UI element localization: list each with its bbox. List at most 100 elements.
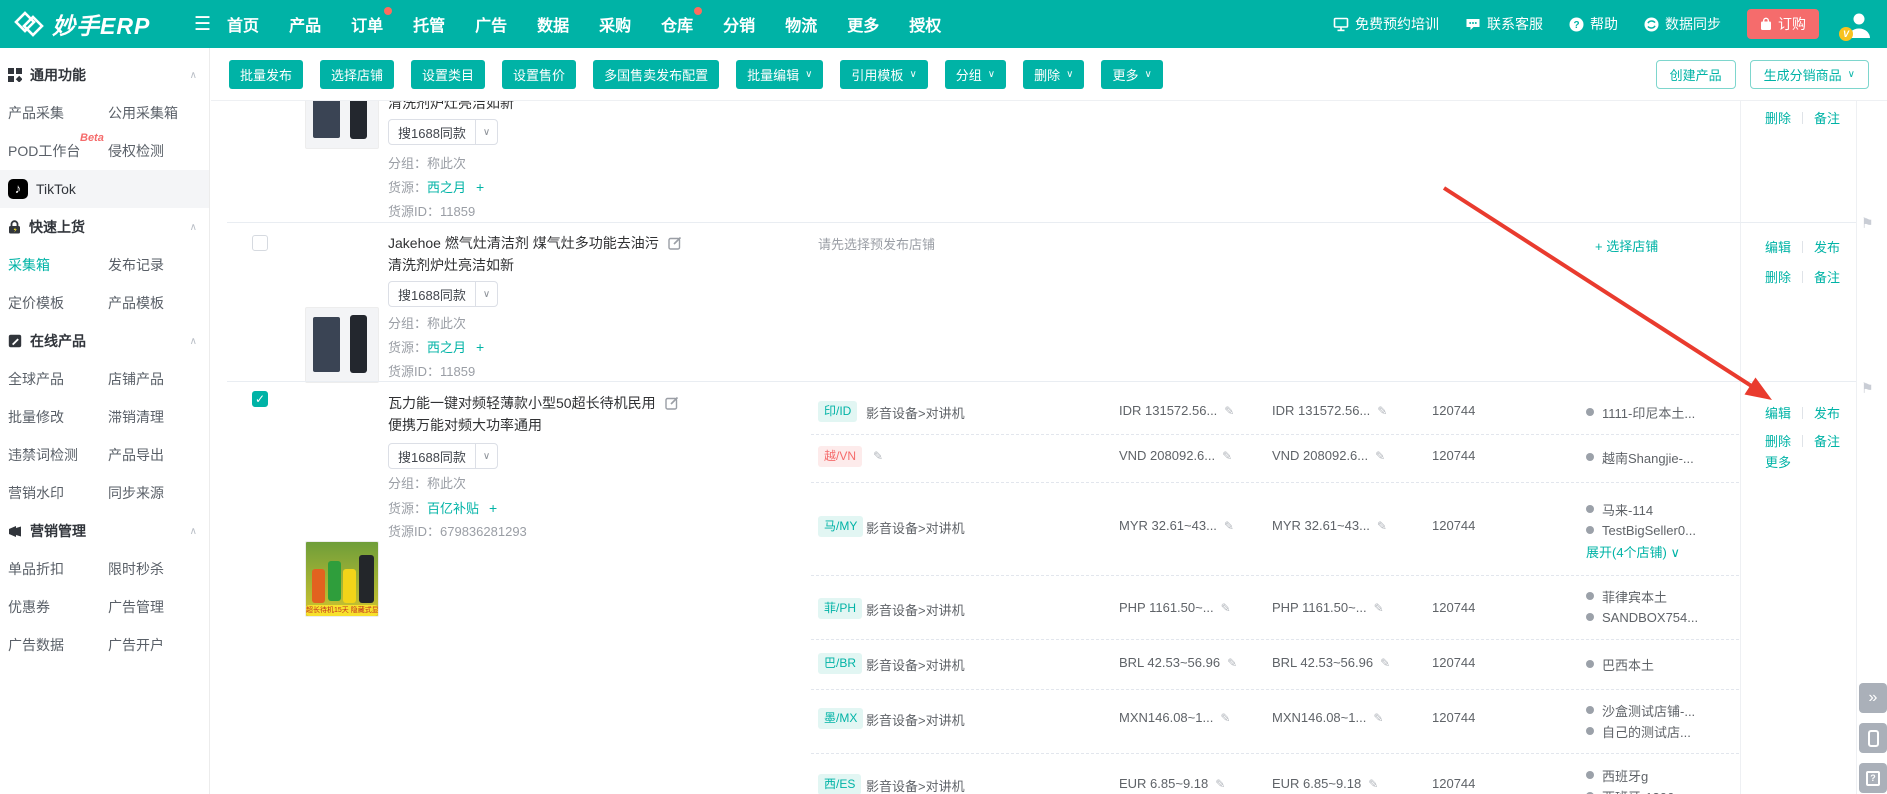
product-image[interactable]	[305, 307, 379, 383]
add-source-icon[interactable]: +	[476, 179, 485, 195]
nav-purchase[interactable]: 采购	[599, 18, 632, 35]
sidebar-item-ad-account[interactable]: 广告开户	[108, 637, 164, 653]
flag-icon[interactable]: ⚑	[1861, 380, 1874, 396]
chevron-up-icon[interactable]: ∧	[189, 221, 197, 233]
nav-hosting[interactable]: 托管	[413, 18, 446, 35]
expand-stores-link[interactable]: 展开(4个店铺) ∨	[1586, 544, 1681, 560]
help-link[interactable]: ? 帮助	[1569, 14, 1618, 34]
delete-dropdown[interactable]: 删除 ∨	[1023, 59, 1085, 89]
select-shop-button[interactable]: 选择店铺	[320, 59, 395, 89]
menu-toggle-icon[interactable]: ☰	[194, 13, 212, 35]
data-sync-link[interactable]: 数据同步	[1644, 14, 1721, 34]
edit-price-icon[interactable]: ✎	[1376, 518, 1387, 533]
nav-distribution[interactable]: 分销	[723, 18, 756, 35]
edit-title-icon[interactable]	[664, 396, 679, 410]
search-1688-button[interactable]: 搜1688同款 ∨	[388, 281, 499, 307]
generate-distribution-dropdown[interactable]: 生成分销商品 ∨	[1749, 59, 1869, 89]
edit-title-icon[interactable]	[668, 236, 682, 250]
edit-link[interactable]: 编辑	[1765, 406, 1792, 421]
quote-template-dropdown[interactable]: 引用模板 ∨	[840, 59, 928, 89]
delete-link[interactable]: 删除	[1765, 111, 1792, 126]
sidebar-item-banned-words-check[interactable]: 违禁词检测	[8, 447, 78, 463]
sidebar-item-slow-moving-cleanup[interactable]: 滞销清理	[108, 409, 164, 425]
chevron-up-icon[interactable]: ∧	[189, 335, 197, 347]
sidebar-item-ad-management[interactable]: 广告管理	[108, 599, 164, 615]
edit-price-icon[interactable]: ✎	[1222, 448, 1233, 463]
sidebar-item-product-collect[interactable]: 产品采集	[8, 105, 64, 121]
add-source-icon[interactable]: +	[476, 339, 485, 355]
edit-price-icon[interactable]: ✎	[1373, 710, 1384, 725]
row-checkbox[interactable]	[252, 235, 268, 251]
batch-edit-dropdown[interactable]: 批量编辑 ∨	[736, 59, 824, 89]
nav-auth[interactable]: 授权	[909, 18, 942, 35]
search-1688-button[interactable]: 搜1688同款 ∨	[388, 443, 499, 469]
product-image[interactable]: 超长待机15天 隐藏式显示屏	[305, 541, 379, 617]
nav-more[interactable]: 更多	[847, 18, 880, 35]
sidebar-item-product-export[interactable]: 产品导出	[108, 447, 164, 463]
edit-price-icon[interactable]: ✎	[1368, 776, 1379, 791]
nav-home[interactable]: 首页	[227, 18, 260, 35]
sidebar-item-public-collect-box[interactable]: 公用采集箱	[108, 105, 178, 121]
nav-orders[interactable]: 订单	[351, 7, 393, 36]
sidebar-item-collect-box[interactable]: 采集箱	[8, 257, 50, 273]
sidebar-item-shop-products[interactable]: 店铺产品	[108, 371, 164, 387]
edit-category-icon[interactable]: ✎	[873, 449, 884, 463]
set-price-button[interactable]: 设置售价	[502, 59, 577, 89]
edit-price-icon[interactable]: ✎	[1227, 655, 1238, 670]
note-link[interactable]: 备注	[1814, 111, 1841, 126]
app-logo[interactable]: 妙手ERP	[14, 7, 192, 41]
edit-price-icon[interactable]: ✎	[1373, 600, 1384, 615]
multi-country-config-button[interactable]: 多国售卖发布配置	[593, 59, 720, 89]
sidebar-item-pricing-template[interactable]: 定价模板	[8, 295, 64, 311]
flag-icon[interactable]: ⚑	[1861, 215, 1874, 231]
mobile-preview-button[interactable]	[1859, 723, 1887, 753]
sidebar-item-pod-workbench[interactable]: POD工作台 Beta	[8, 132, 104, 159]
source-link[interactable]: 西之月	[427, 180, 467, 195]
group-dropdown[interactable]: 分组 ∨	[944, 59, 1007, 89]
sidebar-section-marketing[interactable]: 营销管理 ∧	[0, 512, 209, 550]
more-link[interactable]: 更多	[1765, 455, 1792, 470]
edit-price-icon[interactable]: ✎	[1224, 403, 1235, 418]
edit-price-icon[interactable]: ✎	[1377, 403, 1388, 418]
sidebar-item-infringement-check[interactable]: 侵权检测	[108, 143, 164, 159]
sidebar-section-online-products[interactable]: 在线产品 ∧	[0, 322, 209, 360]
contact-support-link[interactable]: 联系客服	[1465, 14, 1543, 34]
publish-link[interactable]: 发布	[1814, 240, 1841, 255]
sidebar-item-coupon[interactable]: 优惠券	[8, 599, 50, 615]
edit-price-icon[interactable]: ✎	[1220, 600, 1231, 615]
edit-price-icon[interactable]: ✎	[1223, 518, 1234, 533]
select-store-link[interactable]: + 选择店铺	[1595, 239, 1659, 254]
nav-warehouse[interactable]: 仓库	[661, 7, 703, 36]
training-link[interactable]: 免费预约培训	[1333, 14, 1439, 34]
edit-link[interactable]: 编辑	[1765, 240, 1792, 255]
create-product-button[interactable]: 创建产品	[1655, 59, 1736, 89]
sidebar-item-product-template[interactable]: 产品模板	[108, 295, 164, 311]
delete-link[interactable]: 删除	[1765, 434, 1792, 449]
nav-logistics[interactable]: 物流	[785, 18, 818, 35]
sidebar-item-global-products[interactable]: 全球产品	[8, 371, 64, 387]
product-image[interactable]	[305, 101, 379, 149]
note-link[interactable]: 备注	[1814, 270, 1841, 285]
source-link[interactable]: 西之月	[427, 340, 467, 355]
help-manual-button[interactable]: ?	[1859, 763, 1887, 793]
edit-price-icon[interactable]: ✎	[1375, 448, 1386, 463]
sidebar-item-publish-record[interactable]: 发布记录	[108, 257, 164, 273]
nav-data[interactable]: 数据	[537, 18, 570, 35]
chevron-up-icon[interactable]: ∧	[189, 69, 197, 81]
edit-price-icon[interactable]: ✎	[1215, 776, 1226, 791]
sidebar-item-batch-modify[interactable]: 批量修改	[8, 409, 64, 425]
sidebar-item-ad-data[interactable]: 广告数据	[8, 637, 64, 653]
subscribe-button[interactable]: 订购	[1747, 9, 1819, 39]
sidebar-item-tiktok[interactable]: ♪ TikTok	[0, 170, 209, 208]
more-dropdown[interactable]: 更多 ∨	[1101, 59, 1163, 89]
sidebar-item-flash-sale[interactable]: 限时秒杀	[108, 561, 164, 577]
source-link[interactable]: 百亿补贴	[427, 501, 480, 516]
sidebar-section-quick-listing[interactable]: 快速上货 ∧	[0, 208, 209, 246]
batch-publish-button[interactable]: 批量发布	[229, 59, 304, 89]
collapse-panel-button[interactable]: »	[1859, 683, 1887, 713]
sidebar-section-general[interactable]: 通用功能 ∧	[0, 56, 209, 94]
set-category-button[interactable]: 设置类目	[411, 59, 486, 89]
delete-link[interactable]: 删除	[1765, 270, 1792, 285]
nav-ads[interactable]: 广告	[475, 18, 508, 35]
avatar[interactable]: V	[1839, 10, 1873, 41]
